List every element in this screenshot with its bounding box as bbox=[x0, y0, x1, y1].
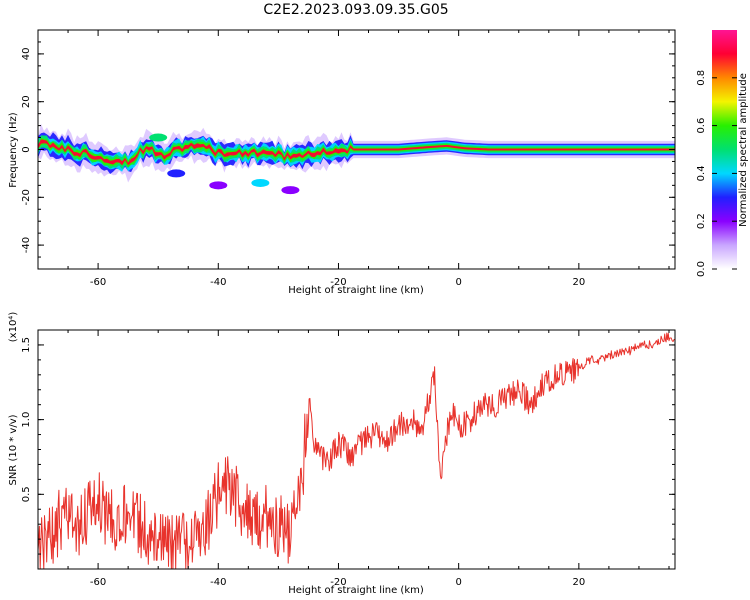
snr-x-tick-label: 0 bbox=[455, 577, 461, 588]
spectrogram-blob bbox=[251, 178, 270, 187]
spectrogram-y-tick-label: -20 bbox=[21, 189, 32, 205]
snr-y-ticks: 1.5 1.0 0.5 bbox=[21, 329, 675, 570]
spectrogram-x-ticks: -60 -40 -20 0 20 bbox=[37, 30, 670, 288]
colorbar-ticks: 0.0 0.2 0.4 0.6 0.8 bbox=[696, 70, 737, 277]
snr-x-ticks: -60 -40 -20 0 20 bbox=[37, 330, 670, 588]
spectrogram-x-tick-label: -40 bbox=[210, 277, 226, 288]
spectrogram-layer bbox=[38, 123, 675, 195]
colorbar-tick-label: 0.4 bbox=[696, 165, 707, 181]
spectrogram-blob bbox=[149, 133, 168, 142]
colorbar: 0.0 0.2 0.4 0.6 0.8 Normalized spectral ampl… bbox=[696, 30, 749, 277]
snr-y-multiplier: (x10⁴) bbox=[8, 312, 19, 343]
spectrogram-x-axis-label: Height of straight line (km) bbox=[288, 285, 424, 296]
spectrogram-x-tick-label: -20 bbox=[330, 277, 346, 288]
snr-x-tick-label: -20 bbox=[330, 577, 346, 588]
colorbar-tick-label: 0.2 bbox=[696, 213, 707, 229]
snr-y-tick-label: 0.5 bbox=[21, 486, 32, 502]
spectrogram-y-tick-label: 20 bbox=[21, 95, 32, 108]
snr-y-tick-label: 1.5 bbox=[21, 337, 32, 353]
snr-x-tick-label: -60 bbox=[90, 577, 106, 588]
spectrogram-x-tick-label: 20 bbox=[572, 277, 585, 288]
colorbar-tick-label: 0.6 bbox=[696, 118, 707, 134]
snr-x-tick-label: -40 bbox=[210, 577, 226, 588]
spectrogram-x-tick-label: -60 bbox=[90, 277, 106, 288]
snr-x-axis-label: Height of straight line (km) bbox=[288, 585, 424, 596]
snr-y-axis-label: SNR (10 * v/v) bbox=[8, 414, 19, 485]
spectrogram-y-tick-label: 40 bbox=[21, 48, 32, 61]
chart-title: C2E2.2023.093.09.35.G05 bbox=[263, 2, 448, 18]
spectrogram-x-tick-label: 0 bbox=[455, 277, 461, 288]
colorbar-label: Normalized spectral amplitude bbox=[738, 73, 749, 227]
spectrogram-blob bbox=[281, 186, 300, 195]
spectrogram-y-ticks: 40 20 0 -20 -40 bbox=[21, 29, 675, 270]
spectrogram-y-tick-label: 0 bbox=[21, 146, 32, 152]
snr-x-tick-label: 20 bbox=[572, 577, 585, 588]
spectrogram-blob bbox=[167, 169, 186, 178]
colorbar-tick-label: 0.0 bbox=[696, 261, 707, 277]
snr-y-tick-label: 1.0 bbox=[21, 412, 32, 428]
spectrogram-y-axis-label: Frequency (Hz) bbox=[8, 112, 19, 188]
snr-panel: -60 -40 -20 0 20 1.5 1.0 0.5 Height of straigh… bbox=[8, 312, 676, 596]
colorbar-gradient bbox=[712, 30, 737, 269]
colorbar-tick-label: 0.8 bbox=[696, 70, 707, 86]
spectrogram-blob bbox=[209, 181, 228, 190]
spectrogram-panel: -60 -40 -20 0 20 40 20 0 -20 -40 Height of strai… bbox=[8, 29, 676, 296]
snr-series-line bbox=[38, 332, 675, 569]
spectrogram-band-layer bbox=[38, 139, 675, 166]
spectrogram-y-tick-label: -40 bbox=[21, 237, 32, 253]
